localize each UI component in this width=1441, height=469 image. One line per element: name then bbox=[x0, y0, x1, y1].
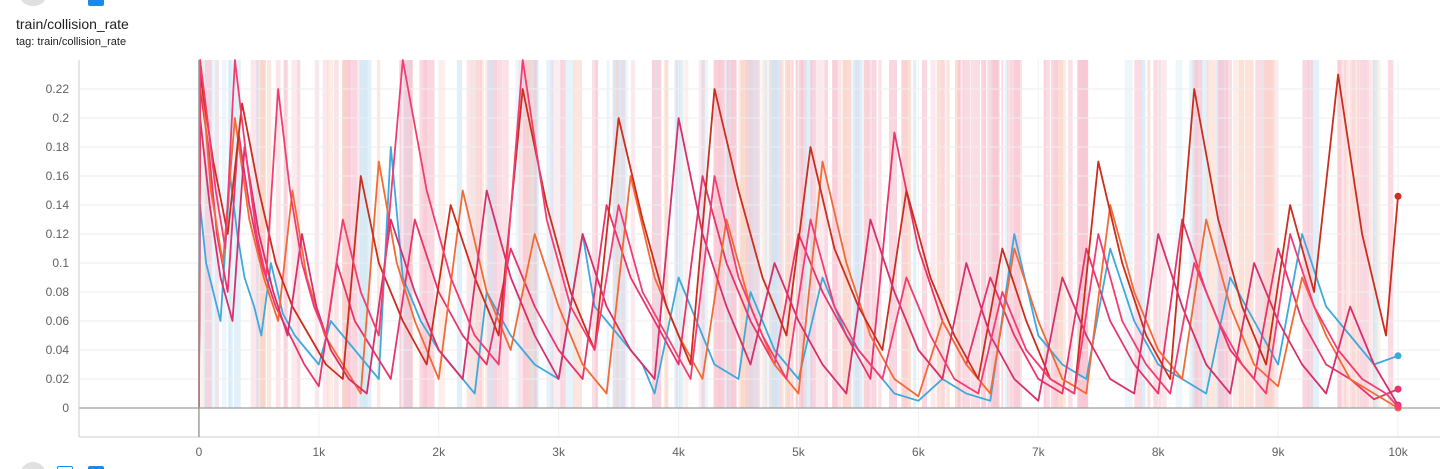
chart-tag: tag: train/collision_rate bbox=[16, 36, 127, 48]
x-tick-label: 3k bbox=[552, 445, 566, 459]
series-line bbox=[198, 88, 1399, 409]
y-tick-label: 0.06 bbox=[46, 314, 70, 328]
y-tick-label: 0.04 bbox=[46, 343, 70, 357]
series-endpoint bbox=[1394, 385, 1402, 393]
y-tick-label: 0.18 bbox=[46, 140, 70, 154]
endpoints bbox=[1394, 192, 1402, 412]
avatar bbox=[20, 0, 46, 6]
series-line bbox=[198, 59, 1399, 409]
series-lines bbox=[198, 59, 1399, 409]
series-endpoint bbox=[1394, 192, 1402, 200]
y-tick-label: 0.16 bbox=[46, 169, 70, 183]
y-tick-label: 0.12 bbox=[46, 227, 70, 241]
x-tick-label: 7k bbox=[1032, 445, 1046, 459]
x-tick-label: 1k bbox=[312, 445, 326, 459]
y-tick-label: 0.02 bbox=[46, 372, 70, 386]
x-tick-label: 5k bbox=[792, 445, 806, 459]
y-tick-label: 0.14 bbox=[46, 198, 70, 212]
series-endpoint bbox=[1394, 352, 1402, 360]
x-tick-label: 8k bbox=[1152, 445, 1166, 459]
x-tick-label: 6k bbox=[912, 445, 926, 459]
color-chip[interactable] bbox=[57, 466, 73, 469]
y-tick-label: 0.2 bbox=[52, 111, 69, 125]
x-tick-label: 9k bbox=[1272, 445, 1286, 459]
x-tick-label: 10k bbox=[1388, 445, 1408, 459]
x-tick-label: 0 bbox=[196, 445, 203, 459]
color-chip[interactable] bbox=[88, 0, 104, 6]
x-tick-label: 2k bbox=[432, 445, 446, 459]
y-tick-label: 0.1 bbox=[52, 256, 69, 270]
series-line bbox=[198, 117, 1399, 409]
x-tick-label: 4k bbox=[672, 445, 686, 459]
y-tick-label: 0.08 bbox=[46, 285, 70, 299]
y-tick-label: 0 bbox=[62, 401, 69, 415]
avatar bbox=[20, 462, 46, 469]
series-endpoint bbox=[1394, 403, 1402, 411]
chart-title: train/collision_rate bbox=[16, 16, 129, 32]
bottom-strip bbox=[0, 458, 1441, 469]
color-chip[interactable] bbox=[88, 466, 104, 469]
series-line bbox=[198, 73, 1399, 409]
y-tick-label: 0.22 bbox=[46, 82, 70, 96]
axes: 0 0.02 0.04 0.06 0.08 0.1 0.12 0.14 0.16 0.18 0.2 0… bbox=[46, 60, 1440, 459]
top-strip bbox=[0, 0, 1441, 8]
